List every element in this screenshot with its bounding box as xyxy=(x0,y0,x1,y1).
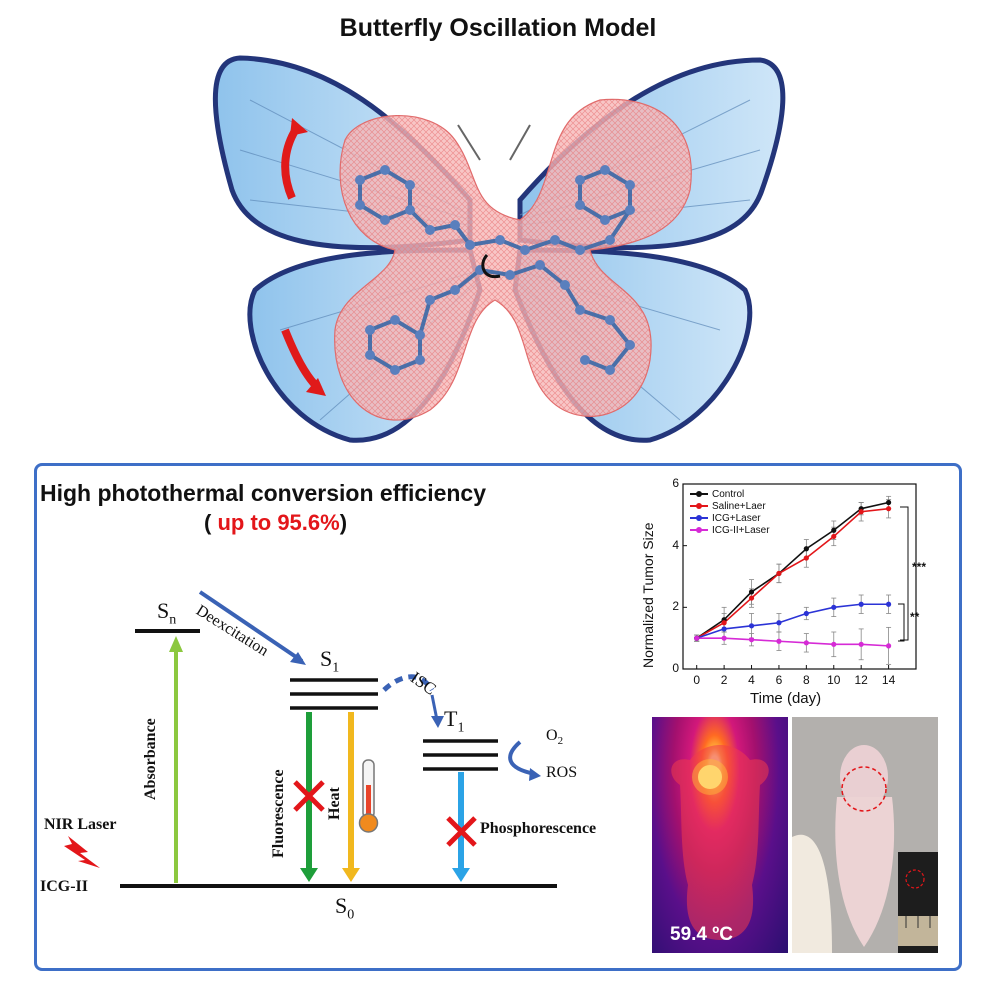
x-tick-label: 8 xyxy=(803,673,810,687)
legend-entry: ICG+Laser xyxy=(690,512,770,524)
data-point xyxy=(831,527,837,533)
lightning-icon xyxy=(64,836,100,868)
data-point xyxy=(803,640,809,646)
nir-laser-label: NIR Laser xyxy=(44,816,117,833)
legend-entry: Saline+Laer xyxy=(690,500,770,512)
data-point xyxy=(885,643,892,649)
temperature-readout: 59.4 ºC xyxy=(670,924,733,945)
legend-label: ICG+Laser xyxy=(712,512,761,524)
legend-swatch xyxy=(690,491,708,497)
icg-label: ICG-II xyxy=(40,878,89,895)
sn-label: Sn xyxy=(157,598,177,628)
x-tick-label: 10 xyxy=(827,673,841,687)
legend-swatch xyxy=(690,515,708,521)
data-point xyxy=(694,635,700,641)
x-tick-label: 6 xyxy=(775,673,783,687)
data-point xyxy=(776,638,782,644)
y-tick-label: 2 xyxy=(672,599,679,614)
blocked-x-icon xyxy=(446,816,477,847)
series-line xyxy=(696,507,889,639)
ros-label: ROS xyxy=(546,764,578,781)
data-point xyxy=(721,620,727,626)
s0-label: S0 xyxy=(335,893,355,923)
figure-title: Butterfly Oscillation Model xyxy=(339,14,657,42)
legend-label: ICG-II+Laser xyxy=(712,524,770,536)
x-tick-label: 2 xyxy=(720,673,728,687)
panel-subheading: ( up to 95.6%) xyxy=(204,510,348,535)
panel-heading: High photothermal conversion efficiency xyxy=(40,480,487,506)
data-point xyxy=(858,601,864,607)
data-point xyxy=(748,637,755,643)
mouse-silhouette xyxy=(671,745,769,940)
o2-label: O2 xyxy=(546,727,564,748)
data-point xyxy=(831,604,837,610)
legend-swatch xyxy=(690,503,708,509)
thermometer-icon xyxy=(358,759,379,833)
data-point xyxy=(776,620,782,626)
y-tick-label: 0 xyxy=(672,661,679,675)
data-point xyxy=(803,610,809,617)
data-point xyxy=(831,533,837,540)
data-point xyxy=(858,641,864,647)
y-tick-label: 6 xyxy=(672,476,679,490)
y-tick-label: 4 xyxy=(672,537,679,552)
y-axis-label: Normalized Tumor Size xyxy=(640,522,656,669)
x-tick-label: 14 xyxy=(881,673,896,687)
blocked-x-icon xyxy=(293,780,325,812)
data-point xyxy=(748,595,755,601)
data-point xyxy=(803,555,809,561)
significance-3: *** xyxy=(912,560,927,574)
legend-label: Control xyxy=(712,488,745,500)
data-point xyxy=(885,499,892,506)
bottom-panel xyxy=(34,463,962,971)
data-point xyxy=(776,570,782,577)
phosphorescence-label: Phosphorescence xyxy=(480,820,597,837)
data-point xyxy=(748,623,755,629)
data-point xyxy=(721,635,727,641)
x-tick-label: 4 xyxy=(748,673,755,687)
data-point xyxy=(748,589,755,595)
data-point xyxy=(803,546,809,552)
legend-label: Saline+Laer xyxy=(712,500,766,512)
data-point xyxy=(885,506,892,512)
significance-2: ** xyxy=(910,610,920,624)
ruler-inset xyxy=(898,852,938,953)
x-axis-label: Time (day) xyxy=(750,690,822,707)
data-point xyxy=(858,509,864,515)
legend-entry: ICG-II+Laser xyxy=(690,524,770,536)
x-tick-label: 0 xyxy=(693,673,701,687)
legend-entry: Control xyxy=(690,488,770,500)
series-line xyxy=(696,501,889,639)
series-line xyxy=(696,637,889,647)
s1-label: S1 xyxy=(320,646,340,676)
chart-legend: Control Saline+Laer ICG+Laser ICG-II+Laser xyxy=(690,488,770,536)
data-point xyxy=(831,641,837,647)
rotation-arrow-icon xyxy=(481,253,501,279)
legend-swatch xyxy=(690,527,708,533)
butterfly-molecule-figure xyxy=(212,55,786,443)
series-line xyxy=(696,603,889,639)
data-point xyxy=(885,601,892,607)
x-tick-label: 12 xyxy=(854,673,868,687)
t1-label: T1 xyxy=(444,706,465,736)
data-point xyxy=(721,626,727,632)
